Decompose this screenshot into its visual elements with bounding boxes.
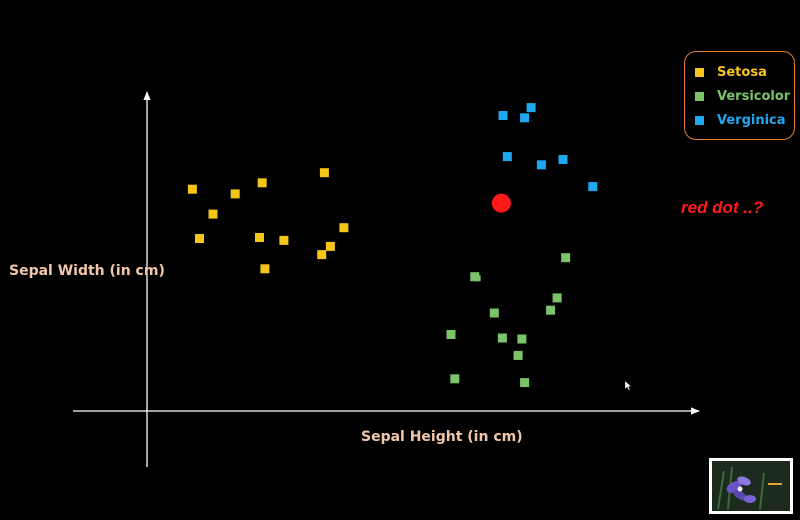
point-versicolor bbox=[497, 333, 507, 343]
point-versicolor bbox=[546, 305, 556, 315]
legend-item-verginica: Verginica bbox=[695, 111, 786, 129]
legend-swatch-setosa bbox=[695, 67, 704, 77]
point-setosa bbox=[257, 178, 267, 188]
legend: Setosa Versicolor Verginica bbox=[684, 51, 795, 140]
y-axis-label: Sepal Width (in cm) bbox=[9, 263, 165, 279]
legend-swatch-versicolor bbox=[695, 91, 704, 101]
legend-swatch-verginica bbox=[695, 115, 704, 125]
legend-label-setosa: Setosa bbox=[717, 64, 767, 80]
point-setosa bbox=[195, 234, 204, 243]
iris-flower-thumbnail-icon bbox=[709, 458, 793, 514]
data-points bbox=[187, 103, 598, 388]
point-versicolor bbox=[474, 275, 481, 282]
point-setosa bbox=[187, 184, 197, 194]
point-setosa bbox=[255, 233, 264, 242]
point-versicolor bbox=[517, 334, 527, 344]
point-setosa bbox=[317, 250, 327, 260]
point-versicolor bbox=[450, 374, 460, 384]
point-setosa bbox=[279, 235, 289, 245]
point-verginica bbox=[588, 182, 598, 192]
point-setosa bbox=[230, 189, 240, 199]
point-versicolor bbox=[520, 378, 530, 388]
thumbnail-image bbox=[712, 461, 790, 511]
point-verginica bbox=[520, 113, 530, 123]
legend-label-verginica: Verginica bbox=[717, 112, 786, 128]
point-setosa bbox=[260, 264, 270, 274]
point-setosa bbox=[208, 209, 218, 219]
point-versicolor bbox=[561, 253, 571, 263]
point-verginica bbox=[526, 103, 536, 113]
point-versicolor bbox=[552, 293, 562, 303]
point-versicolor bbox=[446, 330, 456, 339]
legend-item-setosa: Setosa bbox=[695, 63, 767, 81]
iris-flower-icon bbox=[712, 461, 790, 511]
point-versicolor bbox=[513, 350, 523, 360]
red-dot-point bbox=[491, 193, 511, 213]
point-setosa bbox=[325, 241, 335, 251]
point-verginica bbox=[558, 155, 568, 164]
red-dot-annotation: red dot ..? bbox=[681, 198, 764, 217]
legend-label-versicolor: Versicolor bbox=[717, 88, 791, 104]
mouse-cursor-icon bbox=[625, 381, 632, 391]
point-verginica bbox=[498, 111, 508, 120]
point-verginica bbox=[502, 152, 512, 162]
point-verginica bbox=[536, 160, 546, 170]
point-setosa bbox=[319, 168, 329, 178]
point-setosa bbox=[339, 223, 349, 233]
point-versicolor bbox=[489, 308, 499, 318]
legend-item-versicolor: Versicolor bbox=[695, 87, 790, 105]
x-axis-label: Sepal Height (in cm) bbox=[361, 429, 523, 445]
